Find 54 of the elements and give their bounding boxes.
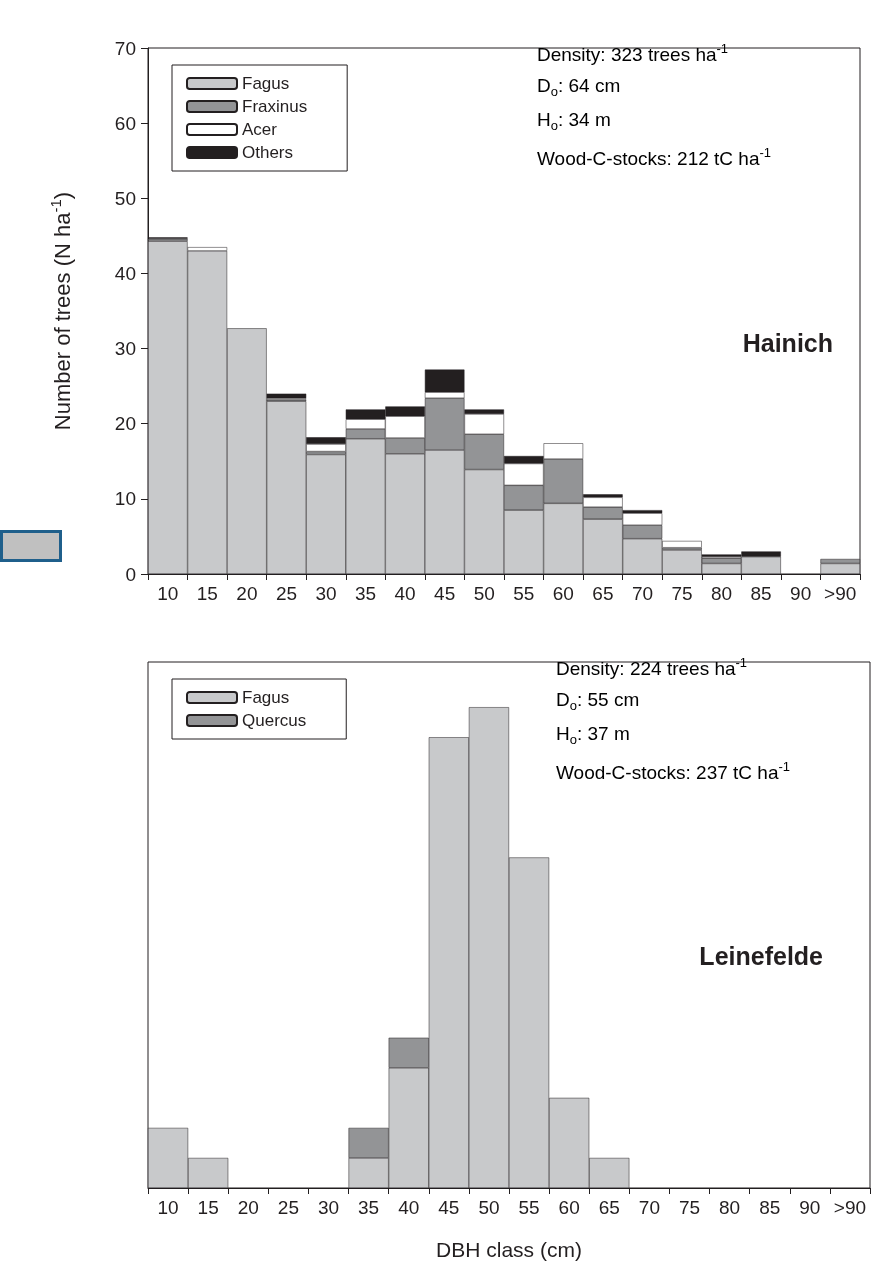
y-tick-label: 60 <box>114 112 136 134</box>
x-tick-label: 55 <box>513 583 535 604</box>
x-tick-label: 85 <box>750 583 772 604</box>
x-tick-label: 70 <box>631 583 654 604</box>
y-tick-label: 10 <box>114 488 136 510</box>
x-tick-label: 10 <box>157 1197 179 1218</box>
x-tick-label: 45 <box>434 583 456 604</box>
x-tick-label: 15 <box>197 1197 219 1218</box>
legend-label: Fraxinus <box>242 97 308 116</box>
x-tick-label: 50 <box>478 1197 500 1218</box>
y-tick-label: 70 <box>114 37 136 59</box>
x-tick-label: 10 <box>157 583 179 604</box>
x-tick-label: >90 <box>833 1197 867 1218</box>
x-tick-label: 50 <box>473 583 495 604</box>
x-tick-label: 40 <box>394 583 416 604</box>
x-tick-label: 60 <box>552 583 574 604</box>
text: Hainich <box>742 328 833 357</box>
x-tick-label: 75 <box>678 1197 701 1218</box>
x-axis-title: DBH class (cm) <box>436 1238 582 1261</box>
y-tick-label: 20 <box>114 413 136 435</box>
x-tick-label: 30 <box>315 583 337 604</box>
legend-label: Quercus <box>242 711 307 730</box>
x-tick-label: 90 <box>799 1197 821 1218</box>
y-axis-title: Number of trees (N ha-1) <box>47 191 75 431</box>
legend-label: Fagus <box>242 74 290 93</box>
x-tick-label: 65 <box>598 1197 620 1218</box>
x-tick-label: 30 <box>317 1197 340 1218</box>
x-tick-label: 45 <box>438 1197 460 1218</box>
legend-label: Others <box>242 143 294 162</box>
x-tick-label: 65 <box>592 583 614 604</box>
legend-label: Acer <box>242 120 278 139</box>
x-tick-label: 20 <box>237 1197 259 1218</box>
x-tick-label: 25 <box>277 1197 299 1218</box>
y-tick-label: 50 <box>114 187 136 209</box>
x-tick-label: 40 <box>398 1197 420 1218</box>
y-tick-label: 30 <box>114 338 136 360</box>
x-tick-label: 85 <box>759 1197 781 1218</box>
x-tick-label: 60 <box>558 1197 580 1218</box>
y-tick-label: 40 <box>114 262 136 284</box>
x-tick-label: 80 <box>719 1197 741 1218</box>
x-tick-label: 70 <box>638 1197 660 1218</box>
x-tick-label: 75 <box>671 583 693 604</box>
x-tick-label: 55 <box>518 1197 540 1218</box>
x-tick-label: 15 <box>196 583 218 604</box>
x-tick-label: 25 <box>275 583 298 604</box>
x-tick-label: 80 <box>710 583 733 604</box>
x-tick-label: 20 <box>236 583 258 604</box>
y-tick-label: 0 <box>125 563 136 585</box>
x-tick-label: 35 <box>358 1197 380 1218</box>
legend-label: Fagus <box>242 688 290 707</box>
x-tick-label: 35 <box>354 583 377 604</box>
x-tick-label: >90 <box>824 583 857 604</box>
text: Leinefelde <box>699 941 824 970</box>
x-tick-label: 90 <box>790 583 812 604</box>
